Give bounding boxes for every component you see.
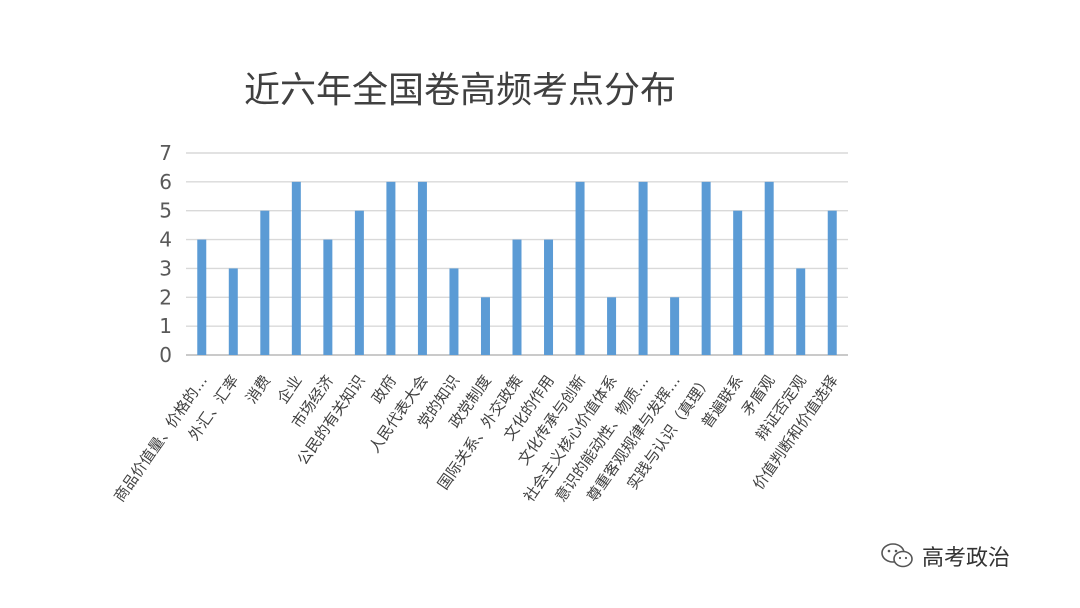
bars [197, 181, 837, 355]
bar [575, 181, 585, 355]
y-tick-label: 4 [159, 228, 172, 252]
bar [827, 210, 837, 355]
bar [323, 239, 333, 355]
y-tick-label: 5 [159, 199, 172, 223]
y-tick-label: 6 [159, 170, 172, 194]
chart-title: 近六年全国卷高频考点分布 [244, 70, 676, 111]
y-tick-label: 2 [159, 285, 172, 309]
watermark-text: 高考政治 [922, 546, 1011, 571]
bar [544, 239, 554, 355]
y-tick-label: 0 [159, 343, 172, 367]
bar [386, 181, 396, 355]
bar [512, 239, 522, 355]
y-tick-label: 7 [159, 141, 172, 165]
bar [638, 181, 648, 355]
y-tick-label: 3 [159, 256, 172, 280]
wechat-icon [881, 543, 913, 568]
bar [449, 268, 459, 355]
bar [480, 297, 490, 355]
bar [607, 297, 617, 355]
x-tick-label: 消费 [242, 372, 274, 407]
bar [764, 181, 774, 355]
bar [260, 210, 270, 355]
bar [291, 181, 301, 355]
bar [796, 268, 806, 355]
bar [417, 181, 427, 355]
bar [354, 210, 364, 355]
y-axis: 0 1 2 3 4 5 6 7 [159, 141, 172, 367]
bar [197, 239, 207, 355]
y-tick-label: 1 [159, 314, 172, 338]
bar [670, 297, 680, 355]
bar [701, 181, 711, 355]
watermark: 高考政治 [880, 540, 1010, 572]
bar [733, 210, 743, 355]
bar [228, 268, 238, 355]
